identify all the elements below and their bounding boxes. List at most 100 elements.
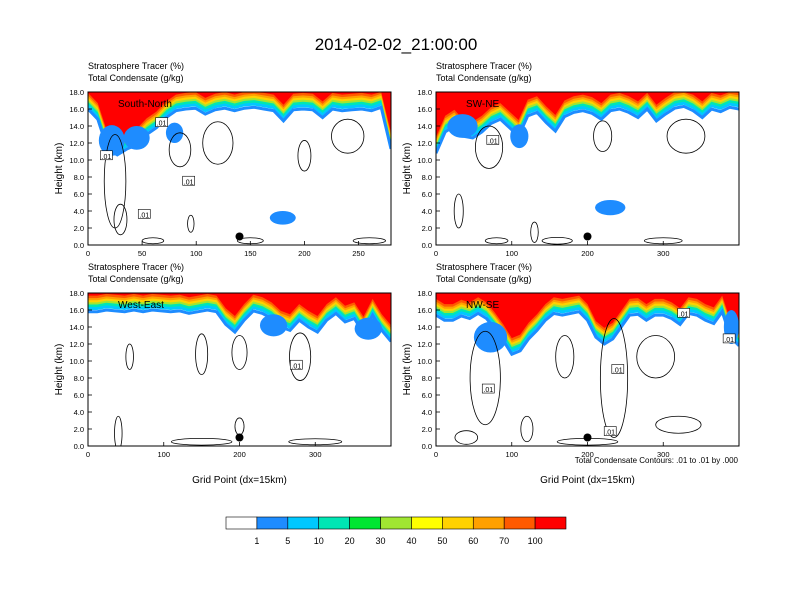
condensate-contour <box>541 236 573 245</box>
y-tick-label: 2.0 <box>74 224 84 233</box>
location-marker <box>583 433 592 442</box>
y-tick-label: 12.0 <box>69 340 84 349</box>
y-tick-label: 14.0 <box>417 122 432 131</box>
y-axis-label: Height (km) <box>402 344 413 396</box>
y-tick-label: 14.0 <box>69 323 84 332</box>
condensate-contour <box>125 343 134 370</box>
colorbar-tick-label: 70 <box>499 536 509 546</box>
condensate-contour <box>666 118 706 154</box>
panel-field-2: Total Condensate (g/kg) <box>436 73 532 83</box>
contour-label-box <box>486 135 500 145</box>
panel-label: West-East <box>118 300 164 311</box>
condensate-contour <box>555 335 575 379</box>
tracer-band <box>88 92 391 142</box>
tracer-blob <box>165 122 184 143</box>
y-tick-label: 12.0 <box>417 139 432 148</box>
y-tick-label: 10.0 <box>417 156 432 165</box>
panel-label: NW-SE <box>466 300 499 311</box>
condensate-contour <box>484 237 509 245</box>
y-tick-label: 8.0 <box>74 374 84 383</box>
colorbar-tick-label: 20 <box>345 536 355 546</box>
y-tick-label: 10.0 <box>69 357 84 366</box>
condensate-contour <box>655 415 702 434</box>
condensate-contour <box>331 118 365 154</box>
chart-title: 2014-02-02_21:00:00 <box>315 35 478 54</box>
x-tick-label: 50 <box>138 249 146 258</box>
tracer-blob <box>595 199 626 216</box>
x-tick-label: 0 <box>86 450 90 459</box>
colorbar-tick-label: 50 <box>437 536 447 546</box>
condensate-contour <box>195 333 209 376</box>
colorbar-tick-label: 5 <box>285 536 290 546</box>
condensate-contour <box>168 132 192 168</box>
y-tick-label: 6.0 <box>422 190 432 199</box>
x-tick-label: 200 <box>233 450 246 459</box>
x-tick-label: 100 <box>505 249 518 258</box>
panel-field-2: Total Condensate (g/kg) <box>88 73 184 83</box>
y-tick-label: 0.0 <box>74 241 84 250</box>
condensate-contour <box>469 330 501 426</box>
panel-label: South-North <box>118 99 172 110</box>
tracer-band <box>436 293 739 339</box>
colorbar-swatch <box>287 516 320 530</box>
x-tick-label: 200 <box>298 249 311 258</box>
x-tick-label: 100 <box>505 450 518 459</box>
contour-label: .01 <box>724 337 734 344</box>
y-axis-label: Height (km) <box>54 344 65 396</box>
y-tick-label: 14.0 <box>69 122 84 131</box>
condensate-contour <box>520 415 534 443</box>
y-tick-label: 16.0 <box>417 105 432 114</box>
tracer-blob <box>269 211 296 225</box>
panel-sw-ne: .01 SW-NE 0.0 2.0 4.0 6.0 8.0 10.0 12.0 14.0 16.0 1… <box>402 61 740 258</box>
x-tick-label: 0 <box>434 450 438 459</box>
contour-label-box <box>100 150 113 161</box>
panel-field-1: Stratosphere Tracer (%) <box>88 262 184 272</box>
x-tick-label: 0 <box>86 249 90 258</box>
x-tick-label: 100 <box>157 450 170 459</box>
contour-label: .01 <box>291 363 301 370</box>
panel-field-1: Stratosphere Tracer (%) <box>436 61 532 71</box>
x-tick-label: 200 <box>581 450 594 459</box>
plot-area: .01 .01 .01 .01 .01 <box>436 293 739 446</box>
colorbar-swatch <box>349 516 381 530</box>
condensate-contour <box>454 430 479 445</box>
condensate-contour <box>187 214 195 233</box>
y-tick-label: 0.0 <box>422 241 432 250</box>
plot-frame <box>87 91 392 246</box>
y-tick-label: 16.0 <box>69 105 84 114</box>
tracer-blob <box>354 317 382 340</box>
contour-label-box <box>722 333 736 344</box>
colorbar-tick-label: 40 <box>406 536 416 546</box>
contour-label-box <box>290 359 303 370</box>
condensate-contour <box>453 193 464 229</box>
contour-label-box <box>137 209 151 219</box>
x-tick-label: 100 <box>190 249 203 258</box>
panel-field-1: Stratosphere Tracer (%) <box>436 262 532 272</box>
contour-label-box <box>182 175 195 186</box>
y-tick-label: 18.0 <box>417 88 432 97</box>
panel-field-2: Total Condensate (g/kg) <box>88 274 184 284</box>
x-tick-label: 300 <box>657 249 670 258</box>
contour-label: .01 <box>483 387 493 394</box>
colorbar-swatch <box>256 516 289 530</box>
y-tick-label: 4.0 <box>74 207 84 216</box>
contour-note: Total Condensate Contours: .01 to .01 by… <box>575 456 739 465</box>
condensate-contour <box>289 332 312 381</box>
y-tick-label: 0.0 <box>422 442 432 451</box>
y-tick-label: 4.0 <box>422 207 432 216</box>
contour-label: .01 <box>102 154 112 161</box>
condensate-contour <box>170 437 233 446</box>
contour-label: .01 <box>613 368 623 375</box>
colorbar-swatch <box>380 516 412 530</box>
y-tick-label: 12.0 <box>69 139 84 148</box>
plot-area: .01 <box>88 293 391 446</box>
condensate-contour <box>114 415 123 446</box>
y-tick-label: 12.0 <box>417 340 432 349</box>
colorbar-tick-label: 60 <box>468 536 478 546</box>
colorbar-tick-label: 1 <box>254 536 259 546</box>
y-tick-label: 6.0 <box>422 391 432 400</box>
y-tick-label: 6.0 <box>74 391 84 400</box>
y-tick-label: 18.0 <box>69 88 84 97</box>
contour-label: .01 <box>488 138 498 145</box>
